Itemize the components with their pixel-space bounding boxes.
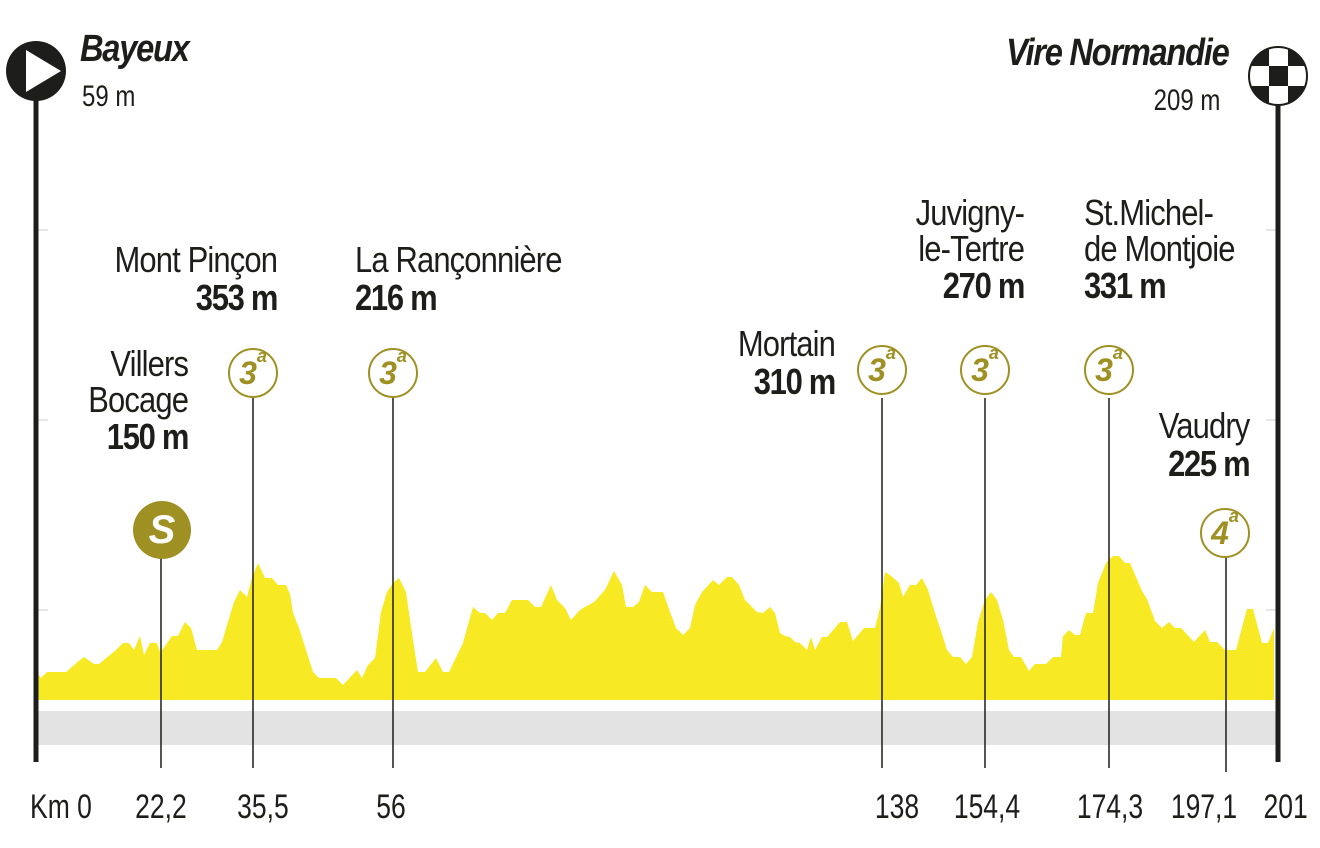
start-town-name: Bayeux [80, 28, 190, 70]
start-flag-icon [6, 41, 66, 101]
km-label-vaudry: 197,1 [1170, 788, 1238, 826]
climb-category-badge-icon: 3a [960, 343, 1010, 395]
km-label-st-michel: 174,3 [1076, 788, 1144, 826]
finish-town-name: Vire Normandie [1005, 32, 1230, 74]
label-la-ranconniere: La Rançonnière 216 m [355, 239, 562, 318]
climb-category-badge-icon: 3a [1084, 343, 1134, 395]
label-mortain: Mortain 310 m [737, 323, 837, 402]
km-label-mortain: 138 [874, 788, 920, 826]
label-villers-bocage: Villers Bocage 150 m [88, 343, 189, 458]
km-label-la-ranconniere: 56 [376, 788, 406, 826]
climb-category-badge-icon: 3a [368, 346, 418, 398]
ground-band [37, 711, 1276, 745]
elevation-profile [37, 556, 1274, 700]
marker-lines [160, 398, 1227, 772]
checkered-flag-icon [1248, 46, 1308, 106]
km-label-villers-bocage: 22,2 [135, 788, 187, 826]
km-label-start: Km 0 [30, 788, 92, 826]
start-altitude: 59 m [82, 80, 136, 113]
label-vaudry: Vaudry 225 m [1158, 405, 1250, 484]
km-label-mont-pincon: 35,5 [237, 788, 289, 826]
finish-altitude: 209 m [1153, 84, 1220, 117]
y-grid-ticks [37, 229, 1278, 611]
climb-category-badge-icon: 3a [857, 343, 907, 395]
label-mont-pincon: Mont Pinçon 353 m [114, 239, 278, 318]
climb-category-badge-icon: 4a [1200, 506, 1250, 558]
label-st-michel-de-montjoie: St.Michel- de Montjoie 331 m [1084, 192, 1235, 307]
label-juvigny-le-tertre: Juvigny- le-Tertre 270 m [915, 192, 1026, 307]
km-label-juvigny: 154,4 [953, 788, 1021, 826]
climb-category-badge-icon: 3a [228, 346, 278, 398]
km-label-finish: 201 [1263, 788, 1308, 826]
sprint-badge-icon: S [133, 501, 191, 559]
